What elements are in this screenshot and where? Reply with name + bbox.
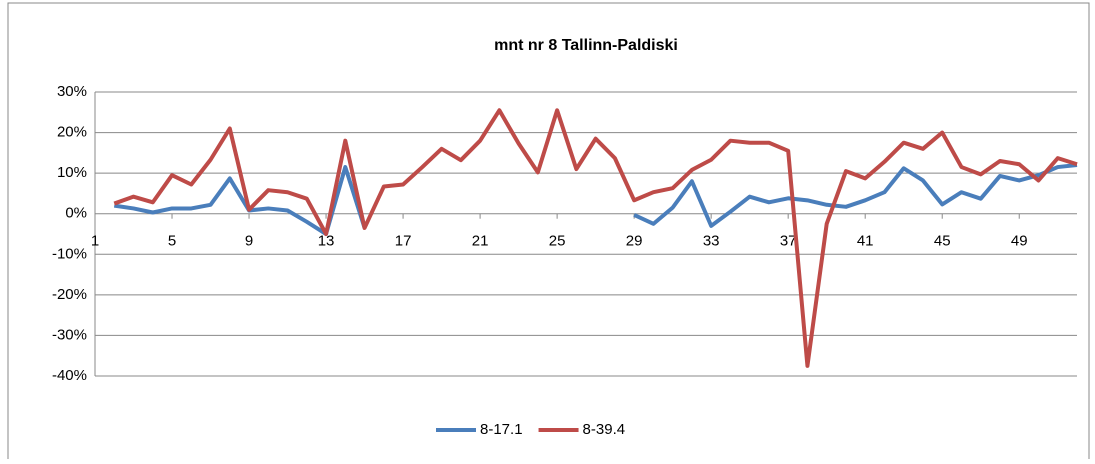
y-tick-label: 0% (65, 205, 87, 222)
y-tick-label: 30% (57, 83, 87, 100)
y-tick-label: -40% (52, 367, 87, 384)
x-tick-label: 21 (472, 233, 489, 250)
x-tick-label: 1 (91, 233, 99, 250)
x-tick-label: 29 (626, 233, 643, 250)
y-tick-label: -30% (52, 326, 87, 343)
x-tick-label: 41 (857, 233, 874, 250)
x-tick-label: 25 (549, 233, 566, 250)
x-tick-label: 49 (1011, 233, 1028, 250)
x-tick-label: 9 (245, 233, 253, 250)
x-tick-label: 45 (934, 233, 951, 250)
series-line (113, 108, 1078, 368)
x-tick-label: 5 (168, 233, 176, 250)
chart-frame (7, 2, 1090, 464)
x-tick-label: 17 (395, 233, 412, 250)
chart-title: mnt nr 8 Tallinn-Paldiski (494, 37, 678, 54)
legend-label: 8-39.4 (583, 421, 626, 438)
x-tick-label: 33 (703, 233, 720, 250)
y-tick-label: -20% (52, 286, 87, 303)
legend-label: 8-17.1 (480, 421, 523, 438)
x-tick-label: 13 (318, 233, 335, 250)
x-tick-label: 37 (780, 233, 797, 250)
y-tick-label: 20% (57, 124, 87, 141)
y-tick-label: 10% (57, 164, 87, 181)
y-tick-label: -10% (52, 245, 87, 262)
